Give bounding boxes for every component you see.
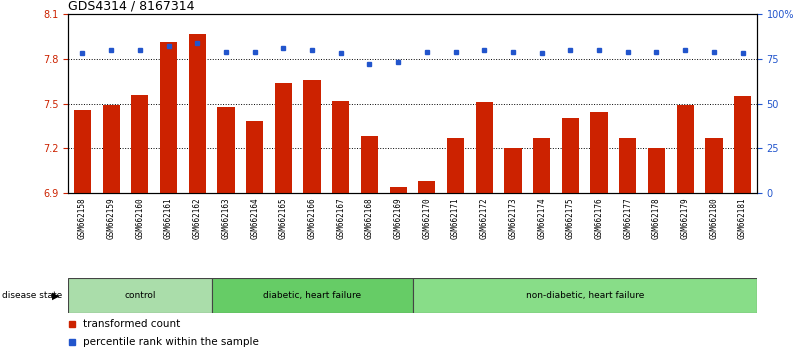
Text: GSM662166: GSM662166 xyxy=(308,197,316,239)
Text: ▶: ▶ xyxy=(52,291,60,301)
Bar xyxy=(131,95,148,193)
Bar xyxy=(505,148,521,193)
Text: GSM662173: GSM662173 xyxy=(509,197,517,239)
Text: GSM662161: GSM662161 xyxy=(164,197,173,239)
Bar xyxy=(360,136,378,193)
Bar xyxy=(246,121,264,193)
Bar xyxy=(103,105,120,193)
Bar xyxy=(332,101,349,193)
Bar xyxy=(533,138,550,193)
Bar xyxy=(189,34,206,193)
Text: GSM662172: GSM662172 xyxy=(480,197,489,239)
FancyBboxPatch shape xyxy=(68,278,211,313)
Text: GSM662180: GSM662180 xyxy=(710,197,718,239)
Bar xyxy=(160,42,177,193)
Text: GSM662176: GSM662176 xyxy=(594,197,604,239)
Text: non-diabetic, heart failure: non-diabetic, heart failure xyxy=(525,291,644,300)
Bar xyxy=(389,187,407,193)
Text: percentile rank within the sample: percentile rank within the sample xyxy=(83,337,259,347)
Text: GSM662162: GSM662162 xyxy=(193,197,202,239)
Text: GSM662178: GSM662178 xyxy=(652,197,661,239)
Text: GSM662170: GSM662170 xyxy=(422,197,432,239)
Text: GSM662168: GSM662168 xyxy=(365,197,374,239)
Text: GSM662177: GSM662177 xyxy=(623,197,632,239)
FancyBboxPatch shape xyxy=(413,278,757,313)
Text: GSM662164: GSM662164 xyxy=(250,197,260,239)
Bar xyxy=(590,113,608,193)
Text: GSM662167: GSM662167 xyxy=(336,197,345,239)
Bar xyxy=(677,105,694,193)
Text: GSM662169: GSM662169 xyxy=(393,197,403,239)
Text: GSM662163: GSM662163 xyxy=(221,197,231,239)
Bar xyxy=(74,109,91,193)
Bar xyxy=(476,102,493,193)
Bar xyxy=(648,148,665,193)
Text: GSM662171: GSM662171 xyxy=(451,197,460,239)
Bar xyxy=(275,83,292,193)
Text: transformed count: transformed count xyxy=(83,319,180,329)
Text: GSM662159: GSM662159 xyxy=(107,197,115,239)
Text: diabetic, heart failure: diabetic, heart failure xyxy=(263,291,361,300)
Text: GSM662165: GSM662165 xyxy=(279,197,288,239)
Bar xyxy=(705,138,723,193)
Bar xyxy=(418,181,436,193)
Bar xyxy=(304,80,320,193)
Text: disease state: disease state xyxy=(2,291,62,300)
Text: GSM662175: GSM662175 xyxy=(566,197,575,239)
Text: control: control xyxy=(124,291,155,300)
Text: GSM662179: GSM662179 xyxy=(681,197,690,239)
Text: GDS4314 / 8167314: GDS4314 / 8167314 xyxy=(68,0,195,13)
Text: GSM662160: GSM662160 xyxy=(135,197,144,239)
Text: GSM662174: GSM662174 xyxy=(537,197,546,239)
Text: GSM662158: GSM662158 xyxy=(78,197,87,239)
Bar xyxy=(562,119,579,193)
Bar xyxy=(619,138,636,193)
Text: GSM662181: GSM662181 xyxy=(738,197,747,239)
Bar xyxy=(447,138,464,193)
FancyBboxPatch shape xyxy=(211,278,413,313)
Bar xyxy=(217,107,235,193)
Bar xyxy=(734,96,751,193)
